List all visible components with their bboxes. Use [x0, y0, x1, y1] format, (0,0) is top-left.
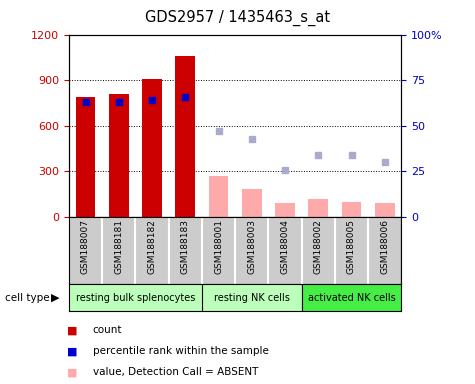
Text: percentile rank within the sample: percentile rank within the sample: [93, 346, 268, 356]
Bar: [242, 189, 262, 217]
Text: ■: ■: [66, 346, 77, 356]
Bar: [308, 199, 328, 217]
Bar: [69, 284, 202, 311]
Bar: [175, 56, 195, 217]
Text: GSM188001: GSM188001: [214, 219, 223, 274]
Bar: [142, 79, 162, 217]
Bar: [302, 284, 401, 311]
Text: ■: ■: [66, 325, 77, 335]
Text: GSM188181: GSM188181: [114, 219, 123, 274]
Text: GSM188183: GSM188183: [181, 219, 190, 274]
Text: ■: ■: [66, 367, 77, 377]
Text: GSM188003: GSM188003: [247, 219, 256, 274]
Bar: [202, 284, 302, 311]
Text: activated NK cells: activated NK cells: [308, 293, 395, 303]
Text: resting bulk splenocytes: resting bulk splenocytes: [76, 293, 195, 303]
Bar: [209, 176, 228, 217]
Text: ▶: ▶: [51, 293, 59, 303]
Text: GSM188005: GSM188005: [347, 219, 356, 274]
Text: resting NK cells: resting NK cells: [214, 293, 290, 303]
Text: GSM188006: GSM188006: [380, 219, 389, 274]
Text: cell type: cell type: [5, 293, 49, 303]
Bar: [109, 94, 129, 217]
Text: GSM188004: GSM188004: [281, 219, 289, 274]
Bar: [275, 203, 295, 217]
Text: GSM188007: GSM188007: [81, 219, 90, 274]
Bar: [76, 97, 95, 217]
Text: GSM188182: GSM188182: [148, 219, 156, 274]
Text: GSM188002: GSM188002: [314, 219, 323, 274]
Text: count: count: [93, 325, 122, 335]
Bar: [375, 202, 395, 217]
Bar: [342, 202, 361, 217]
Text: GDS2957 / 1435463_s_at: GDS2957 / 1435463_s_at: [145, 10, 330, 26]
Text: value, Detection Call = ABSENT: value, Detection Call = ABSENT: [93, 367, 258, 377]
